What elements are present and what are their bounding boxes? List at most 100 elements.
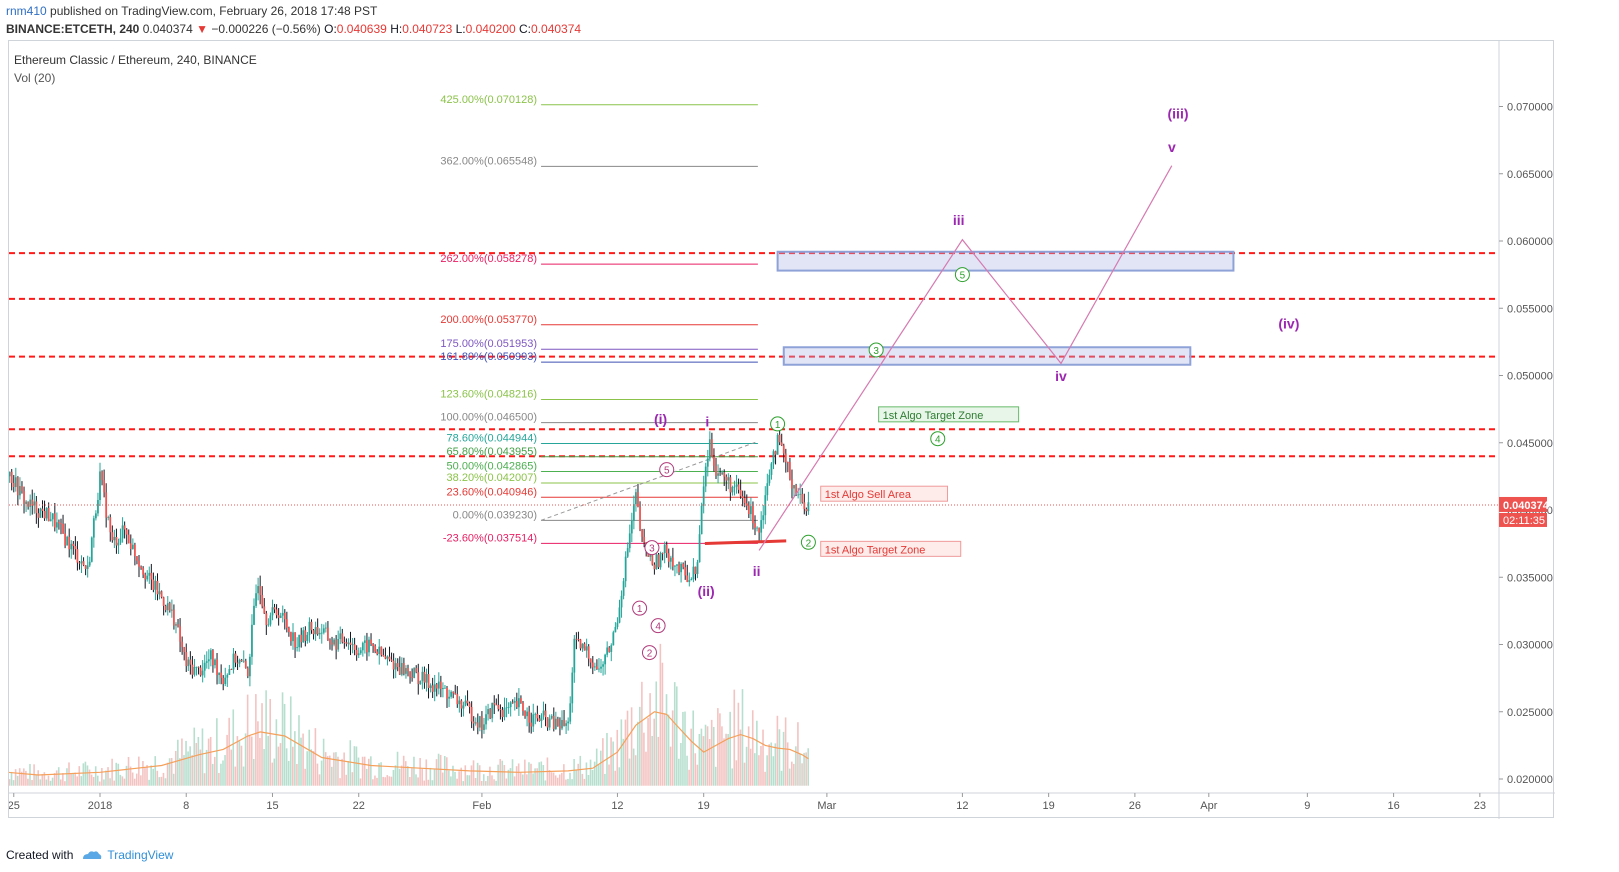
candle-body: [343, 642, 346, 643]
candle-body: [706, 458, 709, 467]
volume-bar: [220, 763, 222, 786]
candle-body: [320, 632, 323, 634]
volume-bar: [39, 779, 42, 786]
candle-body: [684, 567, 687, 576]
candle-body: [795, 485, 797, 495]
candle-body: [16, 477, 19, 496]
volume-bar: [250, 736, 253, 786]
candle-body: [191, 664, 194, 675]
candle-body: [540, 715, 543, 722]
volume-bar: [78, 766, 81, 786]
x-tick-label: Apr: [1200, 800, 1217, 812]
volume-bar: [320, 760, 323, 786]
candle-body: [140, 566, 142, 569]
volume-bar: [394, 765, 397, 786]
volume-bar: [205, 749, 208, 786]
x-tick-label: 8: [183, 800, 189, 812]
volume-bar: [27, 778, 29, 786]
volume-bar: [723, 738, 725, 786]
candle-body: [569, 703, 572, 722]
volume-bar: [333, 752, 335, 786]
volume-bar: [458, 771, 460, 786]
candle-body: [14, 477, 17, 488]
volume-bar: [357, 757, 360, 786]
candle-body: [575, 638, 578, 640]
volume-bar: [62, 773, 64, 786]
candle-body: [758, 527, 761, 533]
volume-bar: [778, 729, 781, 786]
candle-body: [322, 628, 325, 633]
volume-bar: [370, 756, 372, 786]
candle-body: [667, 553, 670, 562]
candle-body: [267, 624, 270, 626]
volume-bar: [456, 778, 458, 786]
volume-bar: [784, 717, 787, 786]
candle-body: [324, 627, 327, 629]
volume-bar: [790, 761, 793, 786]
chart-frame[interactable]: 0.0200000.0250000.0300000.0350000.040000…: [8, 40, 1555, 819]
candle-body: [144, 574, 147, 580]
candle-body: [655, 554, 658, 570]
volume-bar: [146, 765, 148, 786]
candle-body: [345, 642, 348, 644]
candle-body: [310, 621, 313, 631]
tradingview-link[interactable]: TradingView: [81, 848, 173, 862]
volume-bar: [682, 711, 684, 786]
candle-body: [458, 700, 461, 705]
volume-bar: [643, 732, 645, 786]
candle-body: [170, 609, 173, 611]
author-link[interactable]: rnm410: [6, 4, 47, 18]
candle-body: [27, 501, 30, 507]
price-chart[interactable]: 0.0200000.0250000.0300000.0350000.040000…: [9, 41, 1555, 819]
candle-body: [444, 687, 446, 689]
wave-circle: [930, 431, 946, 447]
volume-bar: [521, 774, 524, 786]
volume-bar: [35, 774, 37, 786]
wave-label: (i): [654, 411, 667, 427]
volume-bar: [328, 755, 331, 786]
volume-bar: [509, 768, 512, 786]
candle-body: [612, 632, 615, 646]
candle-body: [199, 667, 202, 676]
candle-body: [807, 502, 810, 512]
volume-bar: [211, 763, 214, 786]
candle-body: [302, 630, 305, 643]
volume-bar: [472, 760, 475, 786]
volume-bar: [113, 780, 115, 786]
volume-bar: [604, 773, 606, 786]
volume-bar: [349, 740, 352, 786]
candle-body: [398, 667, 401, 675]
volume-bar: [294, 731, 296, 786]
candle-body: [671, 557, 674, 567]
volume-bar: [238, 741, 241, 786]
volume-bar: [756, 720, 758, 786]
candle-body: [608, 647, 611, 652]
volume-bar: [548, 770, 551, 786]
volume-bar: [140, 775, 142, 786]
volume-bar: [478, 765, 481, 786]
volume-bar: [70, 772, 72, 786]
candle-body: [183, 647, 186, 653]
volume-bar: [156, 770, 159, 786]
candle-body: [439, 681, 442, 690]
candle-body: [58, 522, 60, 524]
candle-body: [741, 496, 744, 498]
volume-bar: [355, 746, 358, 786]
candle-body: [238, 659, 241, 664]
volume-bar: [209, 736, 212, 786]
candle-body: [134, 544, 136, 557]
candle-body: [692, 566, 695, 580]
volume-bar: [774, 743, 777, 786]
candle-body: [281, 612, 284, 616]
volume-bar: [316, 763, 319, 786]
candle-body: [427, 674, 430, 689]
volume-bar: [248, 735, 251, 786]
candle-body: [269, 615, 272, 625]
volume-bar: [480, 780, 483, 786]
candle-body: [296, 647, 299, 649]
candle-body: [127, 534, 130, 544]
candle-body: [60, 523, 62, 525]
volume-bar: [45, 779, 48, 786]
volume-bar: [749, 748, 752, 786]
candle-body: [339, 633, 342, 640]
